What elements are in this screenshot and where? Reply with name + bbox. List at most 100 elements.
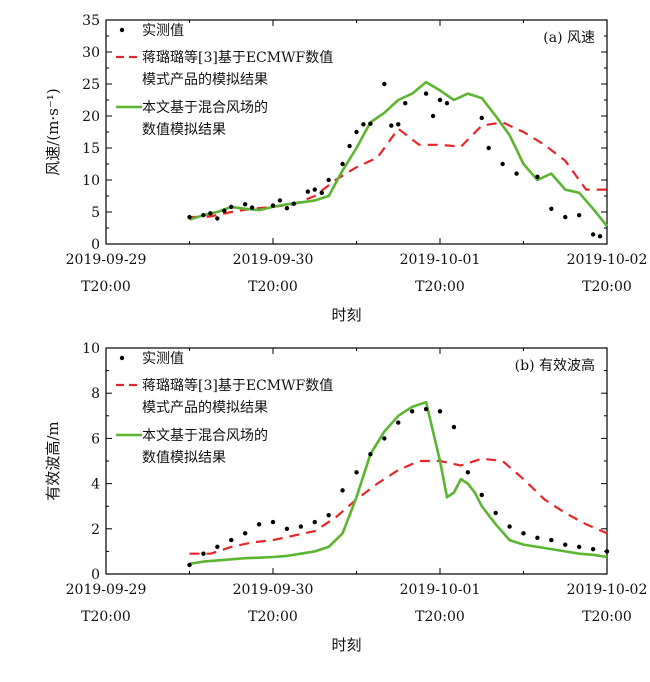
y-axis-title: 风速/(m·s⁻¹) xyxy=(44,88,62,175)
data-point-observed xyxy=(563,214,568,220)
y-tick-label: 35 xyxy=(82,13,100,29)
legend: 实测值蒋璐璐等[3]基于ECMWF数值模式产品的模拟结果本文基于混合风场的数值模… xyxy=(116,351,333,466)
data-point-observed xyxy=(590,232,596,237)
data-point-observed xyxy=(576,213,582,218)
data-point-observed xyxy=(521,531,526,536)
x-tick-label-time: T20:00 xyxy=(415,279,465,295)
data-point-observed xyxy=(270,203,276,208)
data-point-observed xyxy=(326,177,331,183)
data-point-observed xyxy=(208,211,213,216)
data-point-observed xyxy=(242,531,248,536)
data-point-observed xyxy=(514,171,519,176)
data-point-observed xyxy=(326,513,331,518)
y-tick-label: 8 xyxy=(91,386,100,402)
x-tick-label-date: 2019-09-30 xyxy=(233,252,314,268)
legend-label-hybrid: 本文基于混合风场的 xyxy=(142,427,268,444)
data-point-observed xyxy=(389,123,394,128)
data-point-observed xyxy=(444,101,450,106)
legend-label-observed: 实测值 xyxy=(142,351,184,367)
legend-label-hybrid: 本文基于混合风场的 xyxy=(142,99,268,116)
data-point-observed xyxy=(396,122,401,127)
x-tick-label-time: T20:00 xyxy=(415,609,465,625)
data-point-observed xyxy=(563,542,568,547)
y-tick-label: 4 xyxy=(91,477,100,493)
data-point-observed xyxy=(312,187,317,192)
data-point-observed xyxy=(340,161,345,167)
x-tick-label-time: T20:00 xyxy=(248,279,298,295)
data-point-observed xyxy=(396,420,401,425)
data-point-observed xyxy=(298,524,304,529)
x-tick-label-date: 2019-09-29 xyxy=(66,582,147,598)
data-point-observed xyxy=(340,488,345,493)
data-point-observed xyxy=(535,174,540,179)
x-tick-label-date: 2019-10-02 xyxy=(567,252,648,268)
data-point-observed xyxy=(284,526,290,531)
data-point-observed xyxy=(423,406,429,412)
x-tick-label-date: 2019-10-02 xyxy=(567,582,648,598)
data-point-observed xyxy=(493,510,498,516)
y-tick-label: 10 xyxy=(82,173,100,189)
data-point-observed xyxy=(507,524,512,529)
data-point-observed xyxy=(222,208,227,213)
data-point-observed xyxy=(409,409,415,414)
data-point-observed xyxy=(549,537,554,543)
data-point-observed xyxy=(270,519,276,525)
data-point-observed xyxy=(277,198,283,203)
data-point-observed xyxy=(382,436,387,441)
data-point-observed xyxy=(437,97,443,103)
x-tick-label-date: 2019-09-30 xyxy=(233,582,314,598)
data-point-observed xyxy=(437,409,443,414)
legend-label-hybrid-line2: 数值模拟结果 xyxy=(142,122,226,138)
data-point-observed xyxy=(201,551,206,556)
x-tick-label-time: T20:00 xyxy=(582,279,632,295)
data-point-observed xyxy=(368,452,373,457)
panel-label: (b) 有效波高 xyxy=(515,357,595,374)
data-point-observed xyxy=(187,562,192,568)
data-point-observed xyxy=(423,91,429,96)
legend-label-ecmwf: 蒋璐璐等[3]基于ECMWF数值 xyxy=(142,49,333,66)
data-point-observed xyxy=(305,189,310,194)
data-point-observed xyxy=(535,535,540,541)
data-point-observed xyxy=(284,205,290,211)
data-point-observed xyxy=(201,213,206,218)
chart-panel-b: 0 2 4 6 8 10 2019-09-29 T20:00 2019-09-30 T20:00 2… xyxy=(44,341,647,654)
data-point-observed xyxy=(451,424,457,430)
legend: 实测值蒋璐璐等[3]基于ECMWF数值模式产品的模拟结果本文基于混合风场的数值模… xyxy=(116,23,333,138)
series-line-ecmwf xyxy=(189,121,607,219)
legend-marker-observed xyxy=(119,27,125,33)
data-point-observed xyxy=(242,202,248,207)
data-point-observed xyxy=(249,205,255,210)
data-point-observed xyxy=(597,234,603,239)
y-tick-label: 30 xyxy=(82,45,100,61)
x-tick-label-date: 2019-09-29 xyxy=(66,252,147,268)
data-point-observed xyxy=(256,522,262,527)
panel-label: (a) 风速 xyxy=(543,30,595,46)
series-line-hybrid xyxy=(189,80,609,227)
data-point-observed xyxy=(312,519,317,525)
data-point-observed xyxy=(229,204,234,210)
data-point-observed xyxy=(354,470,359,475)
y-axis-title: 有效波高/m xyxy=(44,421,62,500)
x-axis-title: 时刻 xyxy=(331,636,361,654)
y-tick-label: 15 xyxy=(82,141,100,157)
data-point-observed xyxy=(347,143,352,149)
data-point-observed xyxy=(229,537,234,543)
y-tick-label: 2 xyxy=(91,522,100,538)
legend-label-ecmwf-line2: 模式产品的模拟结果 xyxy=(142,72,268,88)
y-tick-label: 5 xyxy=(91,205,100,221)
y-tick-label: 25 xyxy=(82,77,100,93)
data-point-observed xyxy=(479,492,484,498)
series-line-hybrid xyxy=(189,400,608,566)
y-tick-label: 6 xyxy=(91,431,100,447)
x-axis-title: 时刻 xyxy=(331,306,361,324)
data-point-observed xyxy=(479,115,484,121)
data-point-observed xyxy=(354,129,359,135)
x-tick-label-date: 2019-10-01 xyxy=(400,252,481,268)
data-point-observed xyxy=(486,145,491,151)
data-point-observed xyxy=(215,216,220,221)
x-tick-label-time: T20:00 xyxy=(248,609,298,625)
x-tick-label-time: T20:00 xyxy=(81,279,131,295)
data-point-observed xyxy=(291,201,297,206)
